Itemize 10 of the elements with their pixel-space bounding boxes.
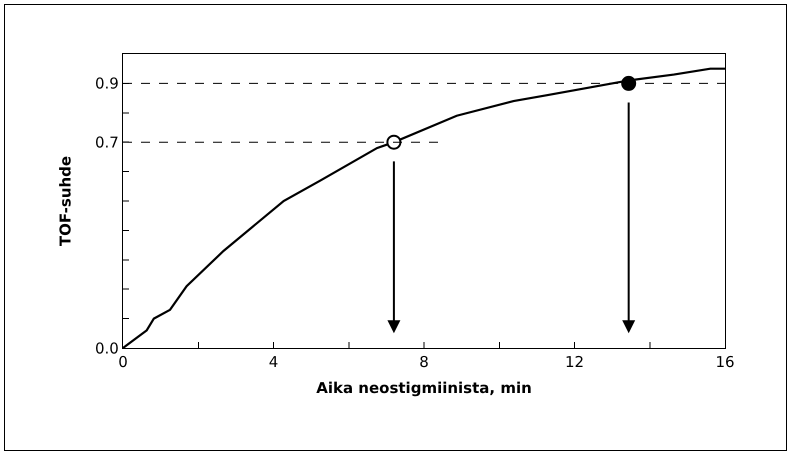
- y-axis-title: TOF-suhde: [56, 156, 74, 246]
- x-tick-label: 12: [564, 353, 584, 372]
- y-tick-label: 0.9: [94, 74, 119, 93]
- x-axis-title: Aika neostigmiinista, min: [316, 379, 532, 398]
- x-tick-label: 16: [715, 353, 735, 372]
- x-tick-label: 8: [419, 353, 429, 372]
- x-tick-label: 0: [118, 353, 128, 372]
- y-tick-label: 0.7: [94, 133, 119, 152]
- y-tick-label: 0.0: [94, 339, 119, 358]
- x-tick-label: 4: [268, 353, 278, 372]
